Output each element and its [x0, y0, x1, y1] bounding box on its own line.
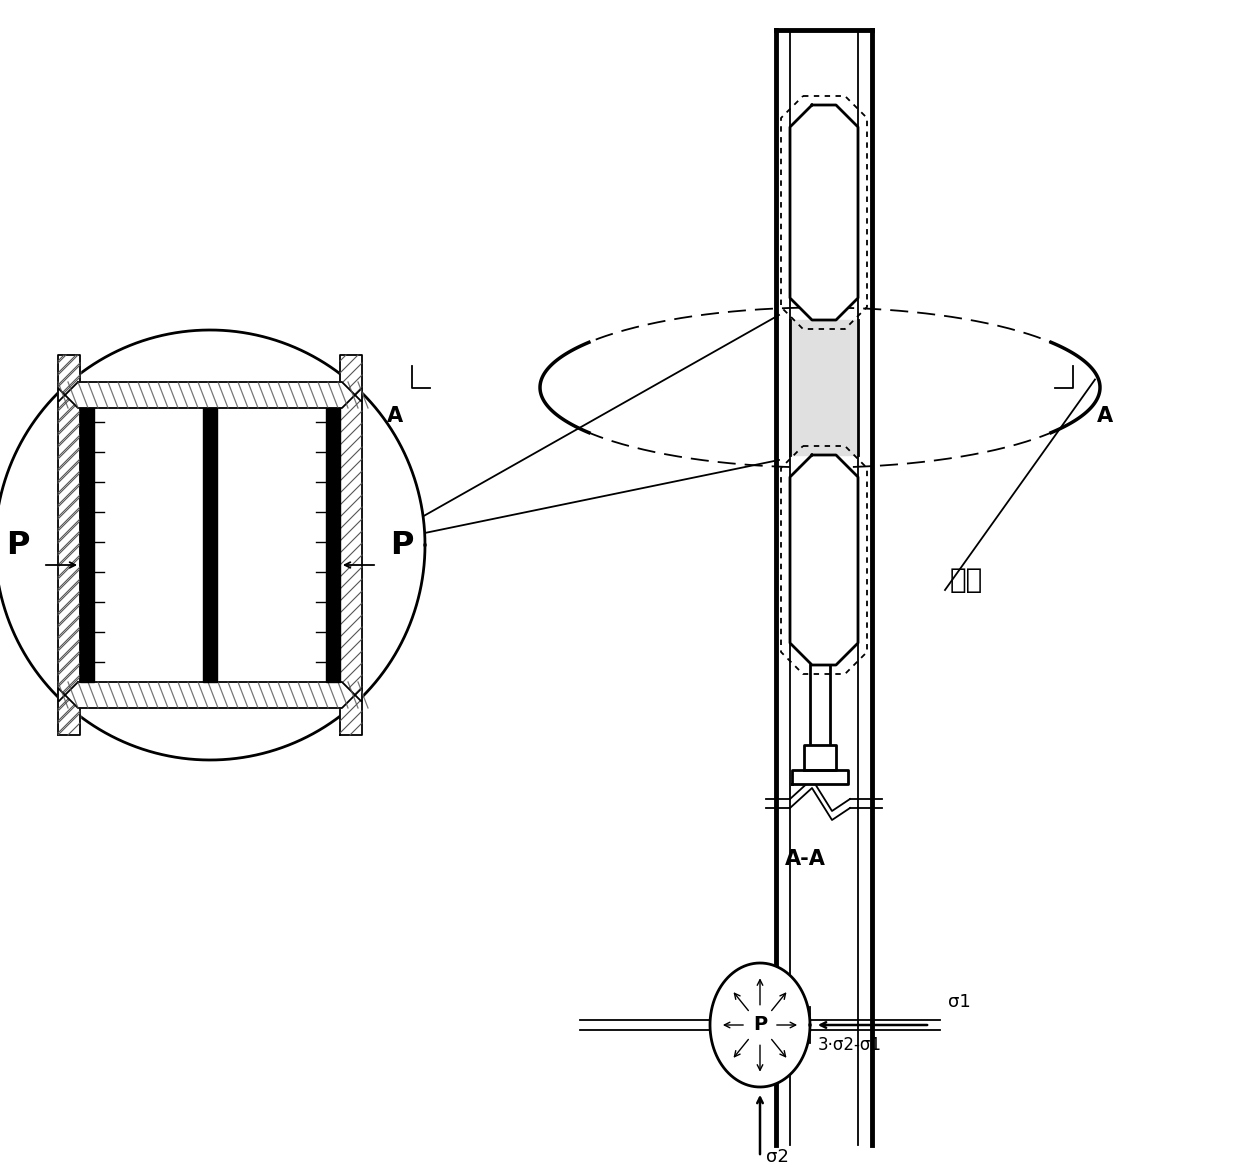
- Polygon shape: [58, 382, 362, 408]
- Text: P: P: [391, 530, 414, 560]
- Polygon shape: [792, 770, 848, 784]
- Polygon shape: [58, 355, 81, 736]
- Text: 裂缝: 裂缝: [950, 566, 983, 595]
- Polygon shape: [810, 665, 830, 745]
- Text: P: P: [6, 530, 30, 560]
- Text: A-A: A-A: [785, 850, 826, 870]
- Polygon shape: [804, 745, 836, 770]
- Text: 3·σ2-σ1: 3·σ2-σ1: [818, 1036, 882, 1054]
- Polygon shape: [81, 408, 94, 682]
- Polygon shape: [776, 31, 790, 1144]
- Text: A: A: [387, 405, 403, 425]
- Polygon shape: [858, 31, 872, 1144]
- Polygon shape: [790, 105, 858, 320]
- Text: P: P: [753, 1015, 768, 1034]
- Text: σ2: σ2: [766, 1148, 789, 1166]
- Polygon shape: [0, 330, 425, 760]
- Polygon shape: [711, 963, 810, 1087]
- Text: A: A: [1097, 405, 1114, 425]
- Polygon shape: [58, 682, 362, 709]
- Polygon shape: [790, 455, 858, 665]
- Polygon shape: [326, 408, 340, 682]
- Polygon shape: [790, 320, 858, 455]
- Polygon shape: [340, 355, 362, 736]
- Polygon shape: [203, 408, 217, 682]
- Text: σ1: σ1: [949, 993, 971, 1010]
